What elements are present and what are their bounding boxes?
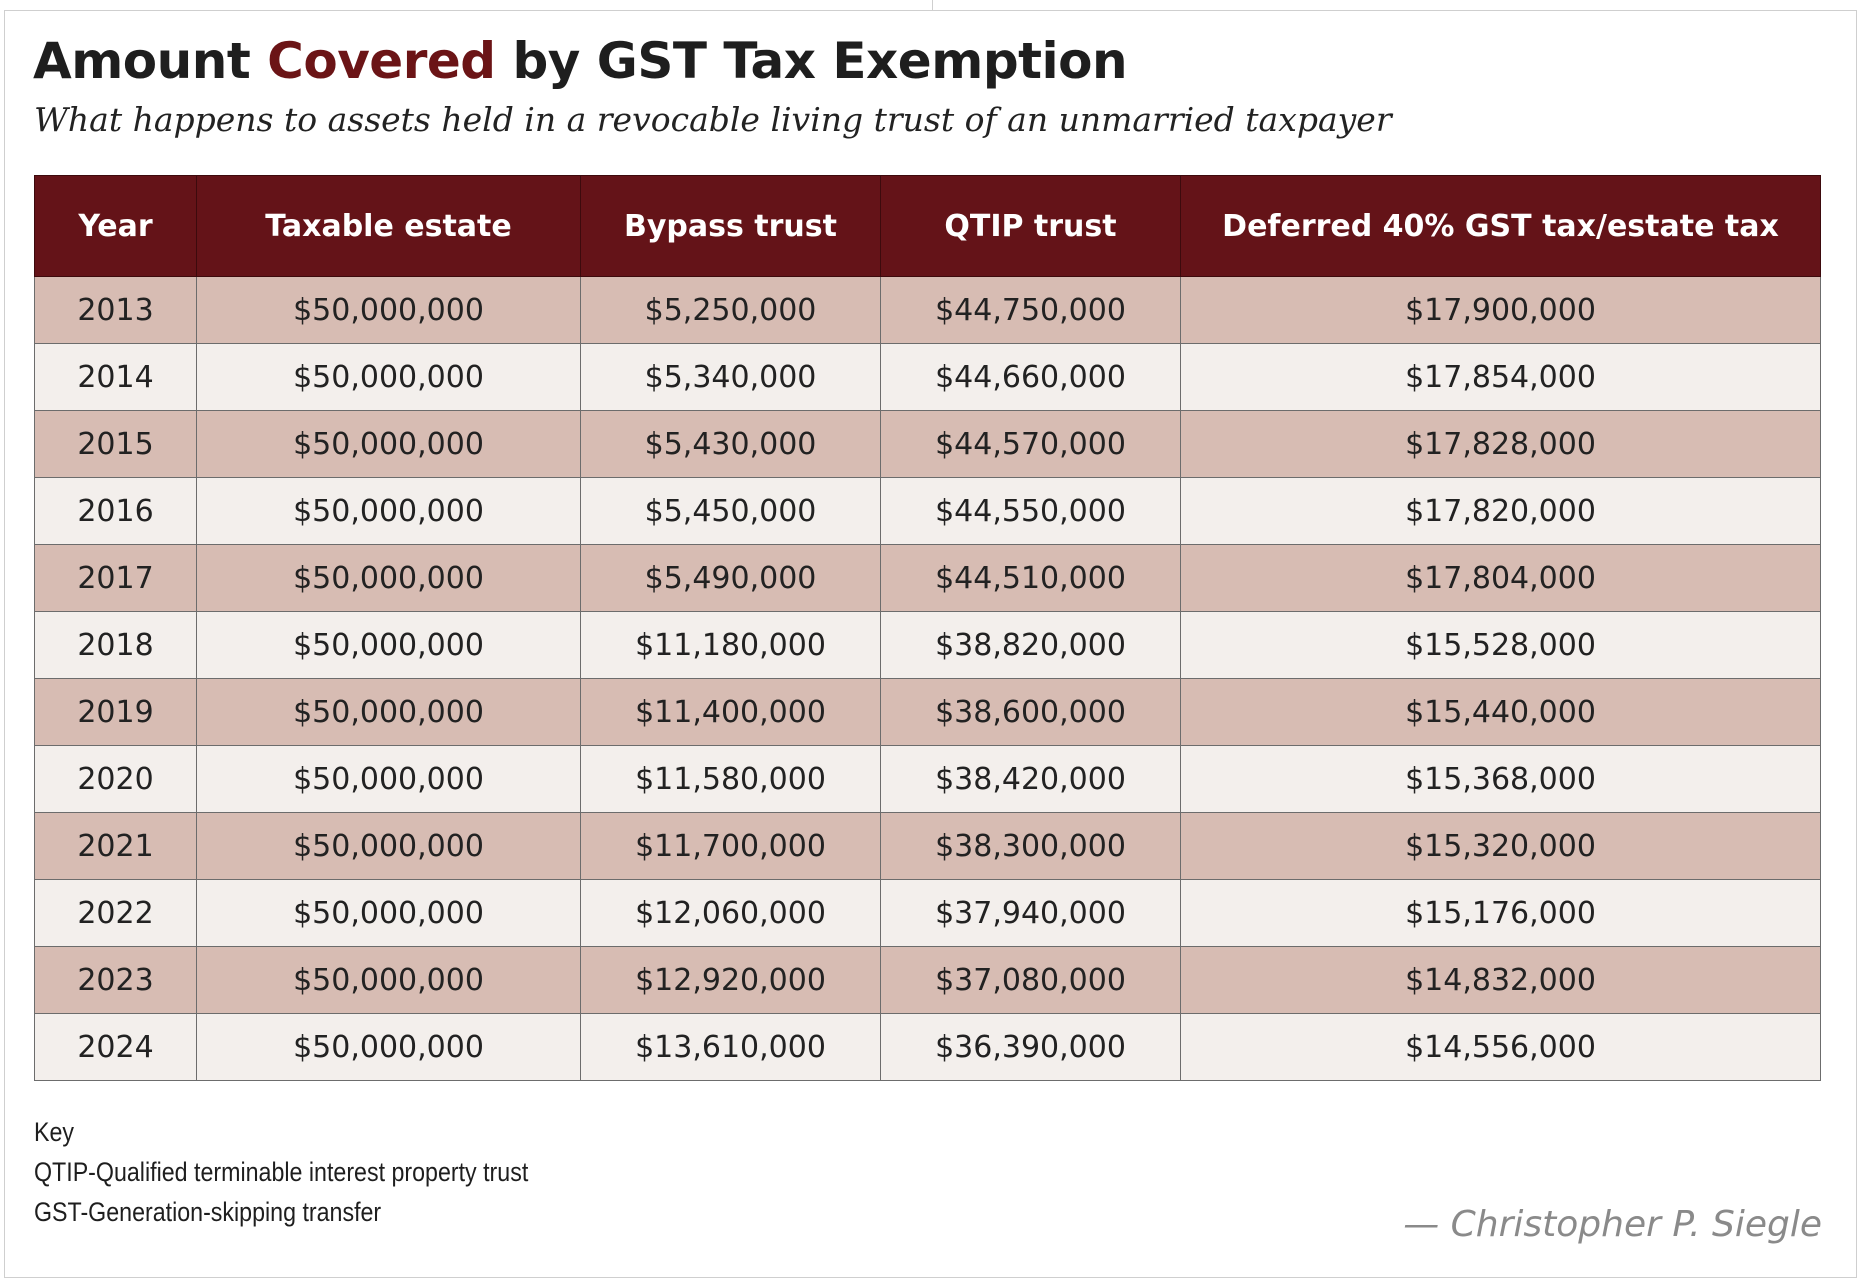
key-entry-qtip: QTIP-Qualified terminable interest prope… (34, 1157, 529, 1187)
column-header-taxable-estate: Taxable estate (196, 175, 581, 277)
key-heading: Key (34, 1117, 75, 1147)
cell-taxable-estate: $50,000,000 (196, 410, 581, 478)
cell-bypass-trust: $13,610,000 (580, 1013, 881, 1081)
cell-year: 2024 (34, 1013, 197, 1081)
cell-taxable-estate: $50,000,000 (196, 745, 581, 813)
cell-taxable-estate: $50,000,000 (196, 276, 581, 344)
table-row: 2018 $50,000,000 $11,180,000 $38,820,000 $15… (34, 611, 1821, 679)
cell-year: 2013 (34, 276, 197, 344)
column-header-qtip-trust: QTIP trust (880, 175, 1181, 277)
cell-qtip-trust: $44,570,000 (880, 410, 1181, 478)
chart-title: Amount Covered by GST Tax Exemption (33, 32, 1128, 90)
table-row: 2021 $50,000,000 $11,700,000 $38,300,000 $15… (34, 812, 1821, 880)
cell-bypass-trust: $11,180,000 (580, 611, 881, 679)
table-row: 2024 $50,000,000 $13,610,000 $36,390,000 $14… (34, 1013, 1821, 1081)
cell-bypass-trust: $11,400,000 (580, 678, 881, 746)
cell-deferred-tax: $15,368,000 (1180, 745, 1821, 813)
table-row: 2023 $50,000,000 $12,920,000 $37,080,000 $14… (34, 946, 1821, 1014)
cell-qtip-trust: $38,300,000 (880, 812, 1181, 880)
cell-taxable-estate: $50,000,000 (196, 544, 581, 612)
cell-qtip-trust: $38,820,000 (880, 611, 1181, 679)
cell-deferred-tax: $17,854,000 (1180, 343, 1821, 411)
cell-qtip-trust: $37,080,000 (880, 946, 1181, 1014)
author-credit: — Christopher P. Siegle (1403, 1204, 1822, 1245)
cell-bypass-trust: $5,250,000 (580, 276, 881, 344)
cell-taxable-estate: $50,000,000 (196, 1013, 581, 1081)
cell-bypass-trust: $11,700,000 (580, 812, 881, 880)
cell-bypass-trust: $11,580,000 (580, 745, 881, 813)
cell-qtip-trust: $44,750,000 (880, 276, 1181, 344)
cell-taxable-estate: $50,000,000 (196, 879, 581, 947)
cell-deferred-tax: $15,440,000 (1180, 678, 1821, 746)
chart-subtitle: What happens to assets held in a revocab… (34, 100, 1392, 139)
table-row: 2013 $50,000,000 $5,250,000 $44,750,000 $17,… (34, 276, 1821, 344)
cell-qtip-trust: $37,940,000 (880, 879, 1181, 947)
table-body: 2013 $50,000,000 $5,250,000 $44,750,000 $17,… (34, 276, 1821, 1081)
cell-deferred-tax: $15,528,000 (1180, 611, 1821, 679)
table-row: 2020 $50,000,000 $11,580,000 $38,420,000 $15… (34, 745, 1821, 813)
table-row: 2017 $50,000,000 $5,490,000 $44,510,000 $17,… (34, 544, 1821, 612)
key-legend: Key QTIP-Qualified terminable interest p… (34, 1112, 609, 1232)
cell-deferred-tax: $15,176,000 (1180, 879, 1821, 947)
key-entry-gst: GST-Generation-skipping transfer (34, 1197, 382, 1227)
cell-deferred-tax: $14,556,000 (1180, 1013, 1821, 1081)
cell-bypass-trust: $5,490,000 (580, 544, 881, 612)
table-row: 2019 $50,000,000 $11,400,000 $38,600,000 $15… (34, 678, 1821, 746)
cell-qtip-trust: $38,420,000 (880, 745, 1181, 813)
data-table: Year Taxable estate Bypass trust QTIP trust… (34, 175, 1821, 1081)
cell-deferred-tax: $17,820,000 (1180, 477, 1821, 545)
frame-divider-tick (932, 0, 933, 10)
title-part-2: by GST Tax Exemption (495, 32, 1128, 90)
cell-deferred-tax: $17,900,000 (1180, 276, 1821, 344)
cell-deferred-tax: $14,832,000 (1180, 946, 1821, 1014)
column-header-deferred-tax: Deferred 40% GST tax/estate tax (1180, 175, 1821, 277)
cell-bypass-trust: $12,920,000 (580, 946, 881, 1014)
column-header-bypass-trust: Bypass trust (580, 175, 881, 277)
cell-deferred-tax: $15,320,000 (1180, 812, 1821, 880)
table-header: Year Taxable estate Bypass trust QTIP trust… (34, 175, 1821, 277)
title-highlight: Covered (267, 32, 496, 90)
cell-qtip-trust: $44,660,000 (880, 343, 1181, 411)
cell-bypass-trust: $12,060,000 (580, 879, 881, 947)
cell-bypass-trust: $5,450,000 (580, 477, 881, 545)
cell-taxable-estate: $50,000,000 (196, 812, 581, 880)
cell-qtip-trust: $44,550,000 (880, 477, 1181, 545)
cell-taxable-estate: $50,000,000 (196, 678, 581, 746)
cell-taxable-estate: $50,000,000 (196, 477, 581, 545)
cell-bypass-trust: $5,340,000 (580, 343, 881, 411)
cell-taxable-estate: $50,000,000 (196, 611, 581, 679)
table-row: 2016 $50,000,000 $5,450,000 $44,550,000 $17,… (34, 477, 1821, 545)
cell-qtip-trust: $44,510,000 (880, 544, 1181, 612)
cell-year: 2019 (34, 678, 197, 746)
table-row: 2014 $50,000,000 $5,340,000 $44,660,000 $17,… (34, 343, 1821, 411)
cell-year: 2022 (34, 879, 197, 947)
column-header-year: Year (34, 175, 197, 277)
chart-frame (4, 10, 1857, 1278)
cell-year: 2016 (34, 477, 197, 545)
cell-year: 2015 (34, 410, 197, 478)
cell-deferred-tax: $17,828,000 (1180, 410, 1821, 478)
cell-bypass-trust: $5,430,000 (580, 410, 881, 478)
header-row: Year Taxable estate Bypass trust QTIP trust… (34, 175, 1821, 277)
cell-year: 2020 (34, 745, 197, 813)
cell-year: 2014 (34, 343, 197, 411)
cell-qtip-trust: $38,600,000 (880, 678, 1181, 746)
cell-deferred-tax: $17,804,000 (1180, 544, 1821, 612)
cell-year: 2018 (34, 611, 197, 679)
cell-qtip-trust: $36,390,000 (880, 1013, 1181, 1081)
table-row: 2015 $50,000,000 $5,430,000 $44,570,000 $17,… (34, 410, 1821, 478)
cell-year: 2021 (34, 812, 197, 880)
table-row: 2022 $50,000,000 $12,060,000 $37,940,000 $15… (34, 879, 1821, 947)
cell-taxable-estate: $50,000,000 (196, 946, 581, 1014)
cell-taxable-estate: $50,000,000 (196, 343, 581, 411)
title-part-1: Amount (33, 32, 268, 90)
cell-year: 2023 (34, 946, 197, 1014)
cell-year: 2017 (34, 544, 197, 612)
